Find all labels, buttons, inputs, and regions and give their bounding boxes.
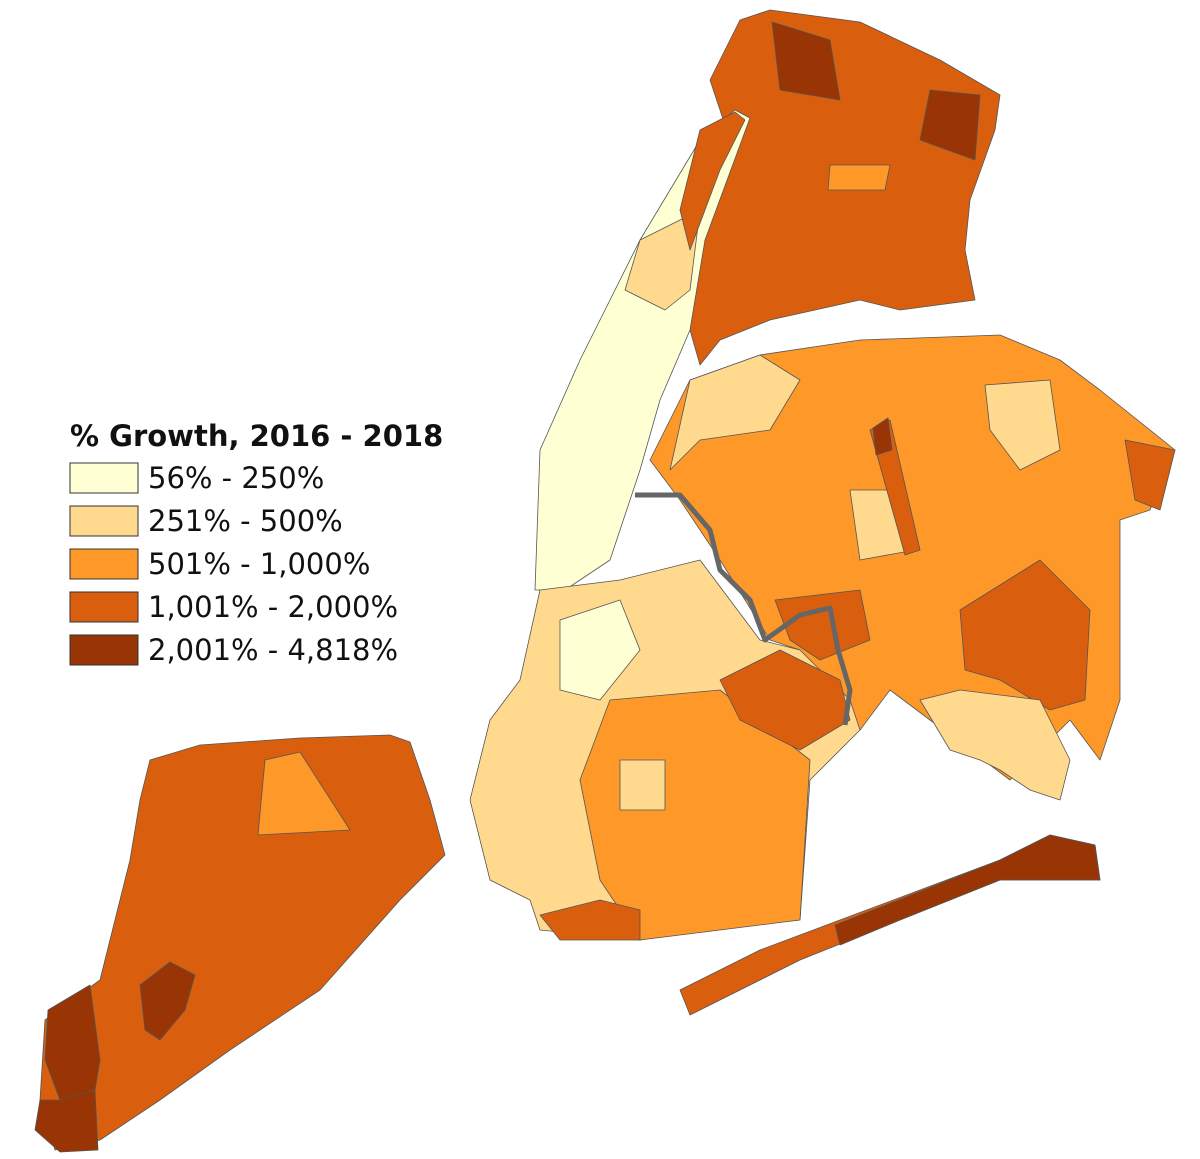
legend-label: 251% - 500% xyxy=(148,504,343,538)
legend-label: 2,001% - 4,818% xyxy=(148,633,398,667)
legend-label: 1,001% - 2,000% xyxy=(148,590,398,624)
legend-swatch xyxy=(69,634,139,666)
borough-border xyxy=(635,492,853,726)
brooklyn-area xyxy=(719,649,851,751)
queens-area xyxy=(669,354,801,471)
staten-island-area xyxy=(257,751,351,836)
legend-swatch xyxy=(69,591,139,623)
staten-island-area xyxy=(34,1089,99,1153)
bronx-area xyxy=(771,21,841,101)
legend: % Growth, 2016 - 2018 56% - 250% 251% - 5… xyxy=(69,419,443,667)
legend-swatch xyxy=(69,505,139,537)
legend-swatch xyxy=(69,462,139,494)
staten-island xyxy=(39,734,446,1151)
queens-area xyxy=(872,417,893,456)
staten-island-area xyxy=(44,984,101,1101)
manhattan-area xyxy=(679,111,746,251)
bronx-area xyxy=(827,164,891,191)
legend-swatch xyxy=(69,548,139,580)
brooklyn-area xyxy=(619,759,666,811)
legend-label: 501% - 1,000% xyxy=(148,547,370,581)
queens-area xyxy=(774,589,871,661)
brooklyn-area xyxy=(559,599,641,701)
legend-title: % Growth, 2016 - 2018 xyxy=(70,419,443,453)
staten-island-area xyxy=(139,961,196,1041)
queens-area xyxy=(959,559,1091,711)
jfk-area xyxy=(919,689,1071,801)
rockaway-area xyxy=(834,834,1101,946)
legend-label: 56% - 250% xyxy=(148,461,324,495)
queens-area xyxy=(984,379,1061,471)
boroughs xyxy=(34,9,1176,1153)
brooklyn-area xyxy=(539,899,641,941)
queens-area xyxy=(1124,439,1176,511)
bronx-area xyxy=(919,89,981,161)
